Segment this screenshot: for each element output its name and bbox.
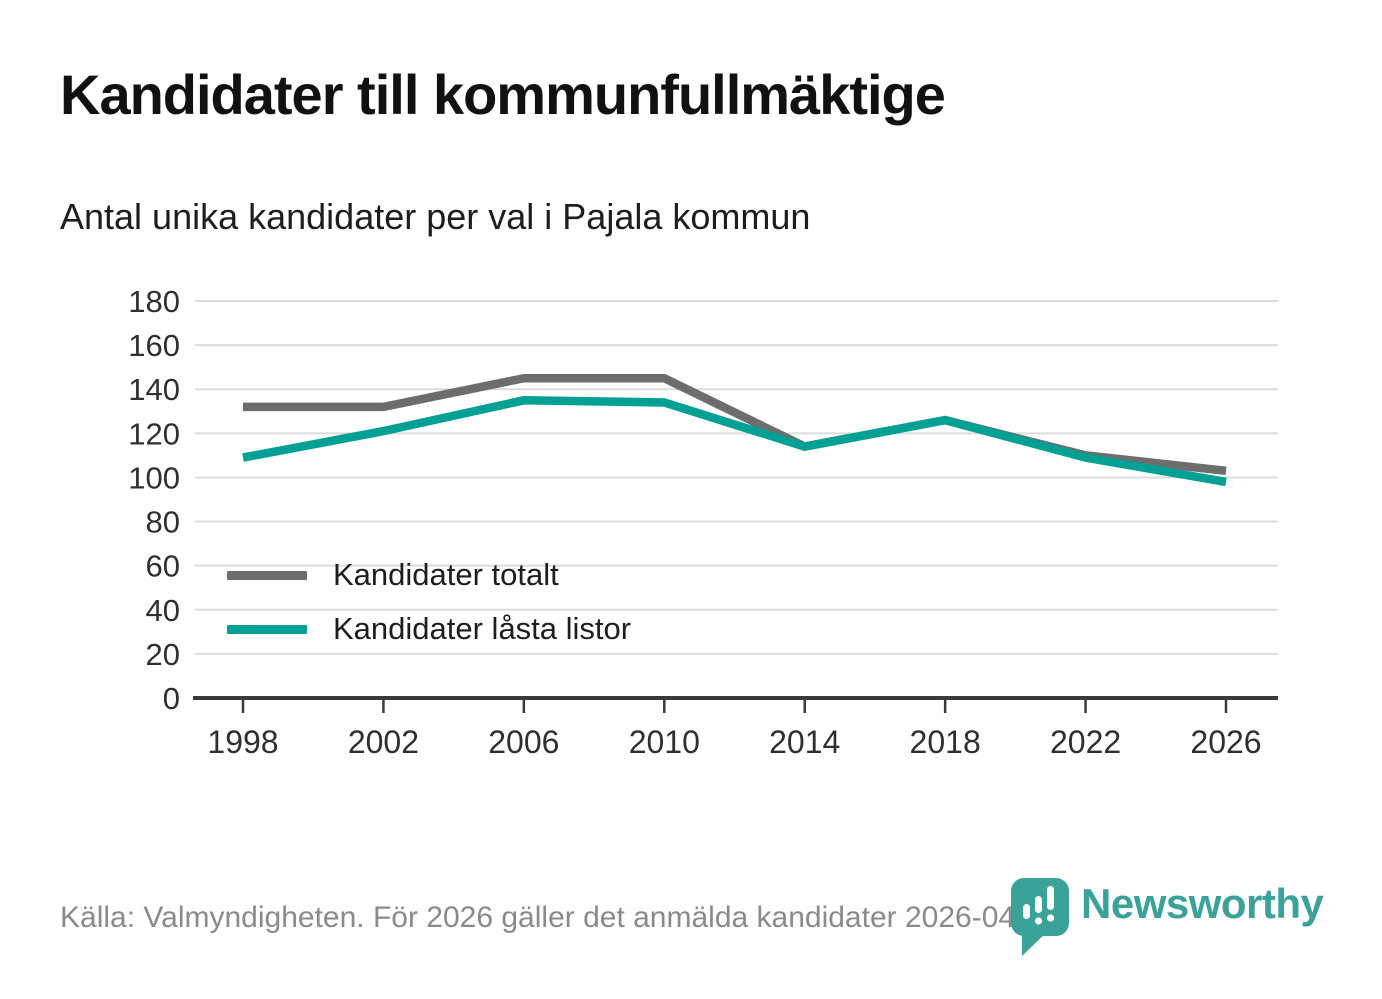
newsworthy-logo: Newsworthy bbox=[1009, 874, 1324, 958]
x-tick-label: 2002 bbox=[348, 724, 419, 760]
x-tick-label: 2022 bbox=[1050, 724, 1121, 760]
legend-label-total: Kandidater totalt bbox=[333, 557, 559, 592]
y-tick-label: 40 bbox=[146, 593, 180, 628]
legend-item-locked: Kandidater låsta listor bbox=[227, 611, 632, 647]
legend-item-total: Kandidater totalt bbox=[227, 557, 631, 592]
x-tick-label: 2010 bbox=[629, 724, 700, 760]
y-tick-label: 140 bbox=[128, 372, 180, 407]
y-tick-label: 60 bbox=[146, 549, 180, 584]
legend-swatch-locked bbox=[227, 624, 307, 634]
legend-swatch-total bbox=[227, 570, 307, 580]
y-tick-label: 120 bbox=[128, 416, 180, 451]
newsworthy-speech-bubble-barchart-icon bbox=[1011, 878, 1069, 956]
x-tick-label: 2026 bbox=[1190, 724, 1261, 760]
newsworthy-wordmark: Newsworthy bbox=[1081, 880, 1324, 927]
series-line-lasta-listor bbox=[242, 396, 1227, 487]
line-chart: 0 20 40 60 80 100 120 140 160 180 1998 2002 2006 2010… bbox=[128, 284, 1278, 760]
y-tick-label: 80 bbox=[146, 505, 180, 540]
y-tick-label: 0 bbox=[163, 681, 180, 716]
chart-legend: Kandidater totalt Kandidater låsta listo… bbox=[227, 557, 632, 647]
x-tick-label: 2018 bbox=[910, 724, 981, 760]
chart-subtitle: Antal unika kandidater per val i Pajala … bbox=[60, 196, 811, 237]
y-tick-label: 180 bbox=[128, 284, 180, 319]
y-tick-label: 20 bbox=[146, 637, 180, 672]
page-title: Kandidater till kommunfullmäktige bbox=[60, 63, 946, 126]
x-tick-label: 2014 bbox=[769, 724, 840, 760]
x-tick-label: 1998 bbox=[207, 724, 278, 760]
legend-label-locked: Kandidater låsta listor bbox=[333, 611, 632, 647]
y-tick-label: 160 bbox=[128, 328, 180, 363]
y-tick-label: 100 bbox=[128, 460, 180, 495]
x-tick-label: 2006 bbox=[488, 724, 559, 760]
source-note: Källa: Valmyndigheten. För 2026 gäller d… bbox=[60, 901, 1067, 934]
